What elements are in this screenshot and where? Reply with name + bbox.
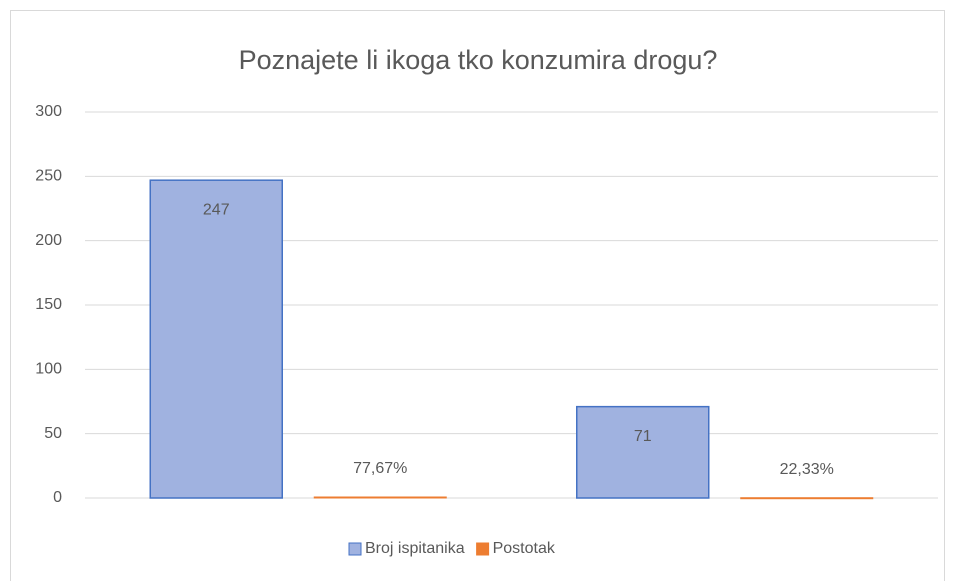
y-tick-label: 50 xyxy=(44,425,62,442)
data-label: 247 xyxy=(203,201,230,218)
legend-label: Broj ispitanika xyxy=(365,540,465,557)
data-label: 22,33% xyxy=(780,461,834,478)
data-label: 77,67% xyxy=(353,460,407,477)
y-tick-label: 250 xyxy=(35,168,62,185)
y-tick-label: 200 xyxy=(35,232,62,249)
y-tick-label: 300 xyxy=(35,103,62,120)
y-tick-label: 150 xyxy=(35,296,62,313)
bar xyxy=(313,496,447,499)
legend-label: Postotak xyxy=(493,540,556,557)
y-tick-label: 100 xyxy=(35,361,62,378)
data-label: 71 xyxy=(634,428,652,445)
y-tick-label: 0 xyxy=(53,489,62,506)
legend-swatch xyxy=(476,542,490,556)
bar xyxy=(149,179,283,499)
chart-title: Poznajete li ikoga tko konzumira drogu? xyxy=(239,45,718,75)
legend-swatch xyxy=(348,542,362,556)
bar xyxy=(740,497,874,500)
bar xyxy=(576,405,710,499)
